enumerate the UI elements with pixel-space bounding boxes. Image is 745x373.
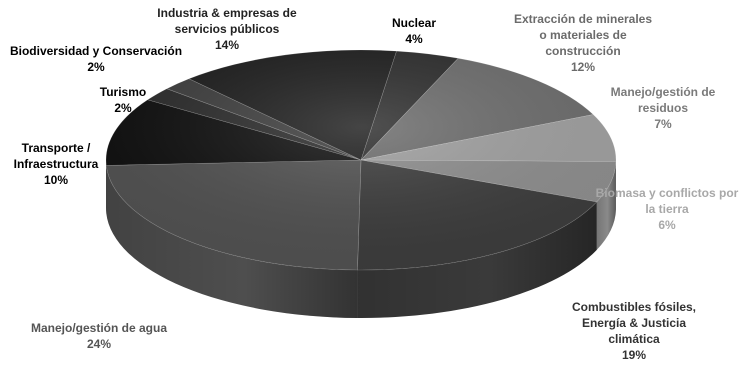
slice-label-line: la tierra (645, 202, 689, 216)
slice-label-line: Energía & Justicia (582, 316, 686, 330)
slice-label-line: Extracción de minerales (514, 12, 652, 26)
pie-side-shade (596, 161, 616, 250)
slice-label-line: o materiales de (539, 28, 627, 42)
slice-value-manejo-gestion-de-agua: 24% (87, 337, 111, 351)
pie-labels: Nuclear 4% Extracción de minerales o materi… (10, 6, 739, 362)
slice-label-line: construcción (545, 44, 620, 58)
slice-label-line: Biodiversidad y Conservación (10, 44, 182, 58)
slice-label-extraccion-de-minerales-o-materiales-de-construccion: Extracción de minerales o materiales de co… (514, 12, 652, 74)
slice-label-manejo-gestion-de-agua: Manejo/gestión de agua 24% (31, 321, 167, 351)
pie-slices (105, 49, 617, 271)
slice-label-line: Combustibles fósiles, (572, 300, 696, 314)
pie-side-shade (357, 201, 597, 318)
slice-value-turismo: 2% (114, 101, 132, 115)
slice-label-manejo-gestion-de-residuos: Manejo/gestión de residuos 7% (611, 85, 716, 131)
slice-label-industria-empresas-de-servicios-publicos: Industria & empresas de servicios público… (157, 6, 297, 52)
slice-label-line: Industria & empresas de (157, 6, 297, 20)
slice-label-line: climática (608, 332, 660, 346)
slice-label-line: Transporte / (22, 141, 91, 155)
slice-value-nuclear: 4% (405, 32, 423, 46)
slice-label-line: residuos (638, 101, 688, 115)
slice-label-combustibles-fosiles-energia-justicia-climatica: Combustibles fósiles, Energía & Justicia c… (572, 300, 696, 362)
slice-label-line: Manejo/gestión de agua (31, 321, 167, 335)
slice-label-transporte-infraestructura: Transporte / Infraestructura 10% (14, 141, 99, 187)
slice-value-industria-empresas-de-servicios-publicos: 14% (215, 38, 239, 52)
slice-value-transporte-infraestructura: 10% (44, 173, 68, 187)
slice-label-turismo: Turismo 2% (100, 85, 146, 115)
slice-value-biodiversidad-y-conservacion: 2% (87, 60, 105, 74)
slice-label-biomasa-y-conflictos-por-la-tierra: Biomasa y conflictos por la tierra 6% (596, 186, 739, 232)
pie-top-sheen (106, 50, 616, 270)
slice-label-biodiversidad-y-conservacion: Biodiversidad y Conservación 2% (10, 44, 182, 74)
slice-label-nuclear: Nuclear 4% (392, 16, 436, 46)
slice-label-line: Turismo (100, 85, 146, 99)
slice-value-manejo-gestion-de-residuos: 7% (654, 117, 672, 131)
slice-label-line: Infraestructura (14, 157, 99, 171)
pie-sides (106, 160, 616, 318)
slice-label-line: Manejo/gestión de (611, 85, 716, 99)
slice-value-extraccion-de-minerales-o-materiales-de-construccion: 12% (571, 60, 595, 74)
slice-label-line: Biomasa y conflictos por (596, 186, 739, 200)
slice-label-line: servicios públicos (175, 22, 280, 36)
slice-label-line: Nuclear (392, 16, 436, 30)
slice-value-biomasa-y-conflictos-por-la-tierra: 6% (658, 218, 676, 232)
pie-side-shade (106, 165, 358, 318)
slice-value-combustibles-fosiles-energia-justicia-climatica: 19% (622, 348, 646, 362)
